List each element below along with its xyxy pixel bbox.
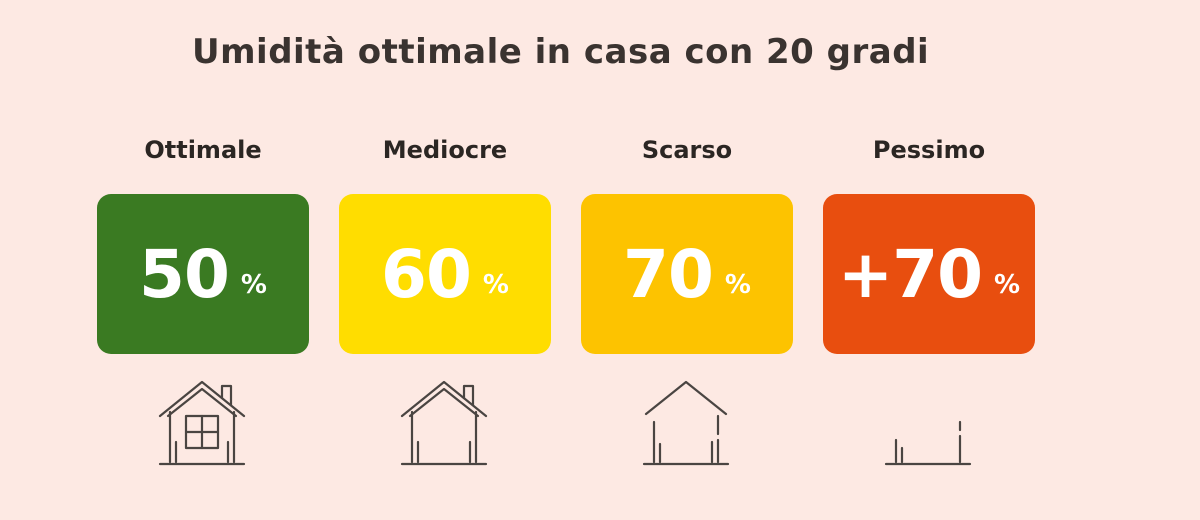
- level-mediocre: Mediocre 60 %: [339, 0, 551, 520]
- ruined-house-icon: [884, 378, 974, 470]
- humidity-card: 60 %: [339, 194, 551, 354]
- humidity-unit: %: [482, 270, 509, 300]
- humidity-card: +70 %: [823, 194, 1035, 354]
- house-no-window-icon: [400, 378, 490, 470]
- full-house-icon: [158, 378, 248, 470]
- humidity-unit: %: [994, 270, 1021, 300]
- humidity-unit: %: [240, 270, 267, 300]
- humidity-unit: %: [724, 270, 751, 300]
- level-ottimale: Ottimale 50 %: [97, 0, 309, 520]
- humidity-card: 50 %: [97, 194, 309, 354]
- level-label: Ottimale: [144, 136, 262, 164]
- humidity-card: 70 %: [581, 194, 793, 354]
- level-label: Mediocre: [382, 136, 508, 164]
- humidity-value: 60: [381, 235, 472, 313]
- level-label: Scarso: [641, 136, 733, 164]
- house-broken-walls-icon: [642, 378, 732, 470]
- level-pessimo: Pessimo +70 %: [823, 0, 1035, 520]
- humidity-value: 70: [623, 235, 714, 313]
- humidity-value: 50: [139, 235, 230, 313]
- level-scarso: Scarso 70 %: [581, 0, 793, 520]
- page-title: Umidità ottimale in casa con 20 gradi: [192, 32, 930, 72]
- humidity-value: +70: [837, 235, 983, 313]
- level-label: Pessimo: [872, 136, 986, 164]
